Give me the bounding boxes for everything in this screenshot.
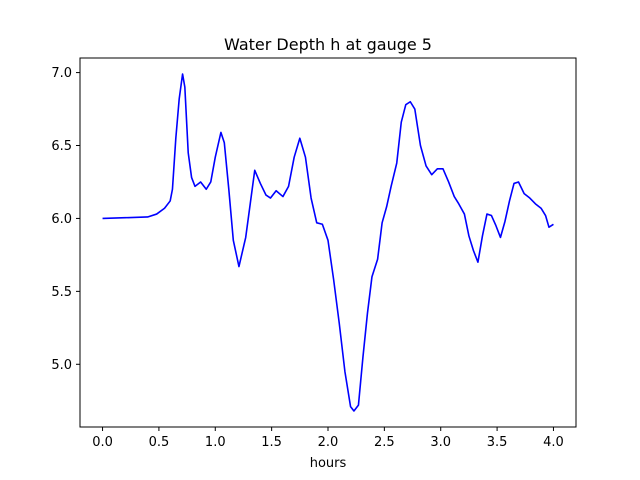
x-tick-label: 1.5 <box>261 435 282 450</box>
x-tick-label: 3.0 <box>430 435 451 450</box>
chart-title: Water Depth h at gauge 5 <box>224 35 432 54</box>
x-axis-label: hours <box>310 456 347 471</box>
x-tick-label: 4.0 <box>543 435 564 450</box>
y-tick-label: 6.5 <box>51 139 72 154</box>
series-line-0 <box>102 73 554 412</box>
y-tick-label: 7.0 <box>51 66 72 81</box>
x-tick-label: 2.0 <box>318 435 339 450</box>
y-tick-label: 5.0 <box>51 358 72 373</box>
y-tick-label: 6.0 <box>51 212 72 227</box>
x-tick-label: 2.5 <box>374 435 395 450</box>
x-tick-label: 1.0 <box>205 435 226 450</box>
axis-ticks: 0.0 0.5 1.0 1.5 2.0 2.5 3.0 3.5 4.0 5.0 5.5 6.0 6.5 7… <box>51 66 563 450</box>
x-tick-label: 0.0 <box>92 435 113 450</box>
x-tick-label: 3.5 <box>487 435 508 450</box>
x-tick-label: 0.5 <box>149 435 170 450</box>
y-tick-label: 5.5 <box>51 285 72 300</box>
plot-area <box>102 73 554 412</box>
